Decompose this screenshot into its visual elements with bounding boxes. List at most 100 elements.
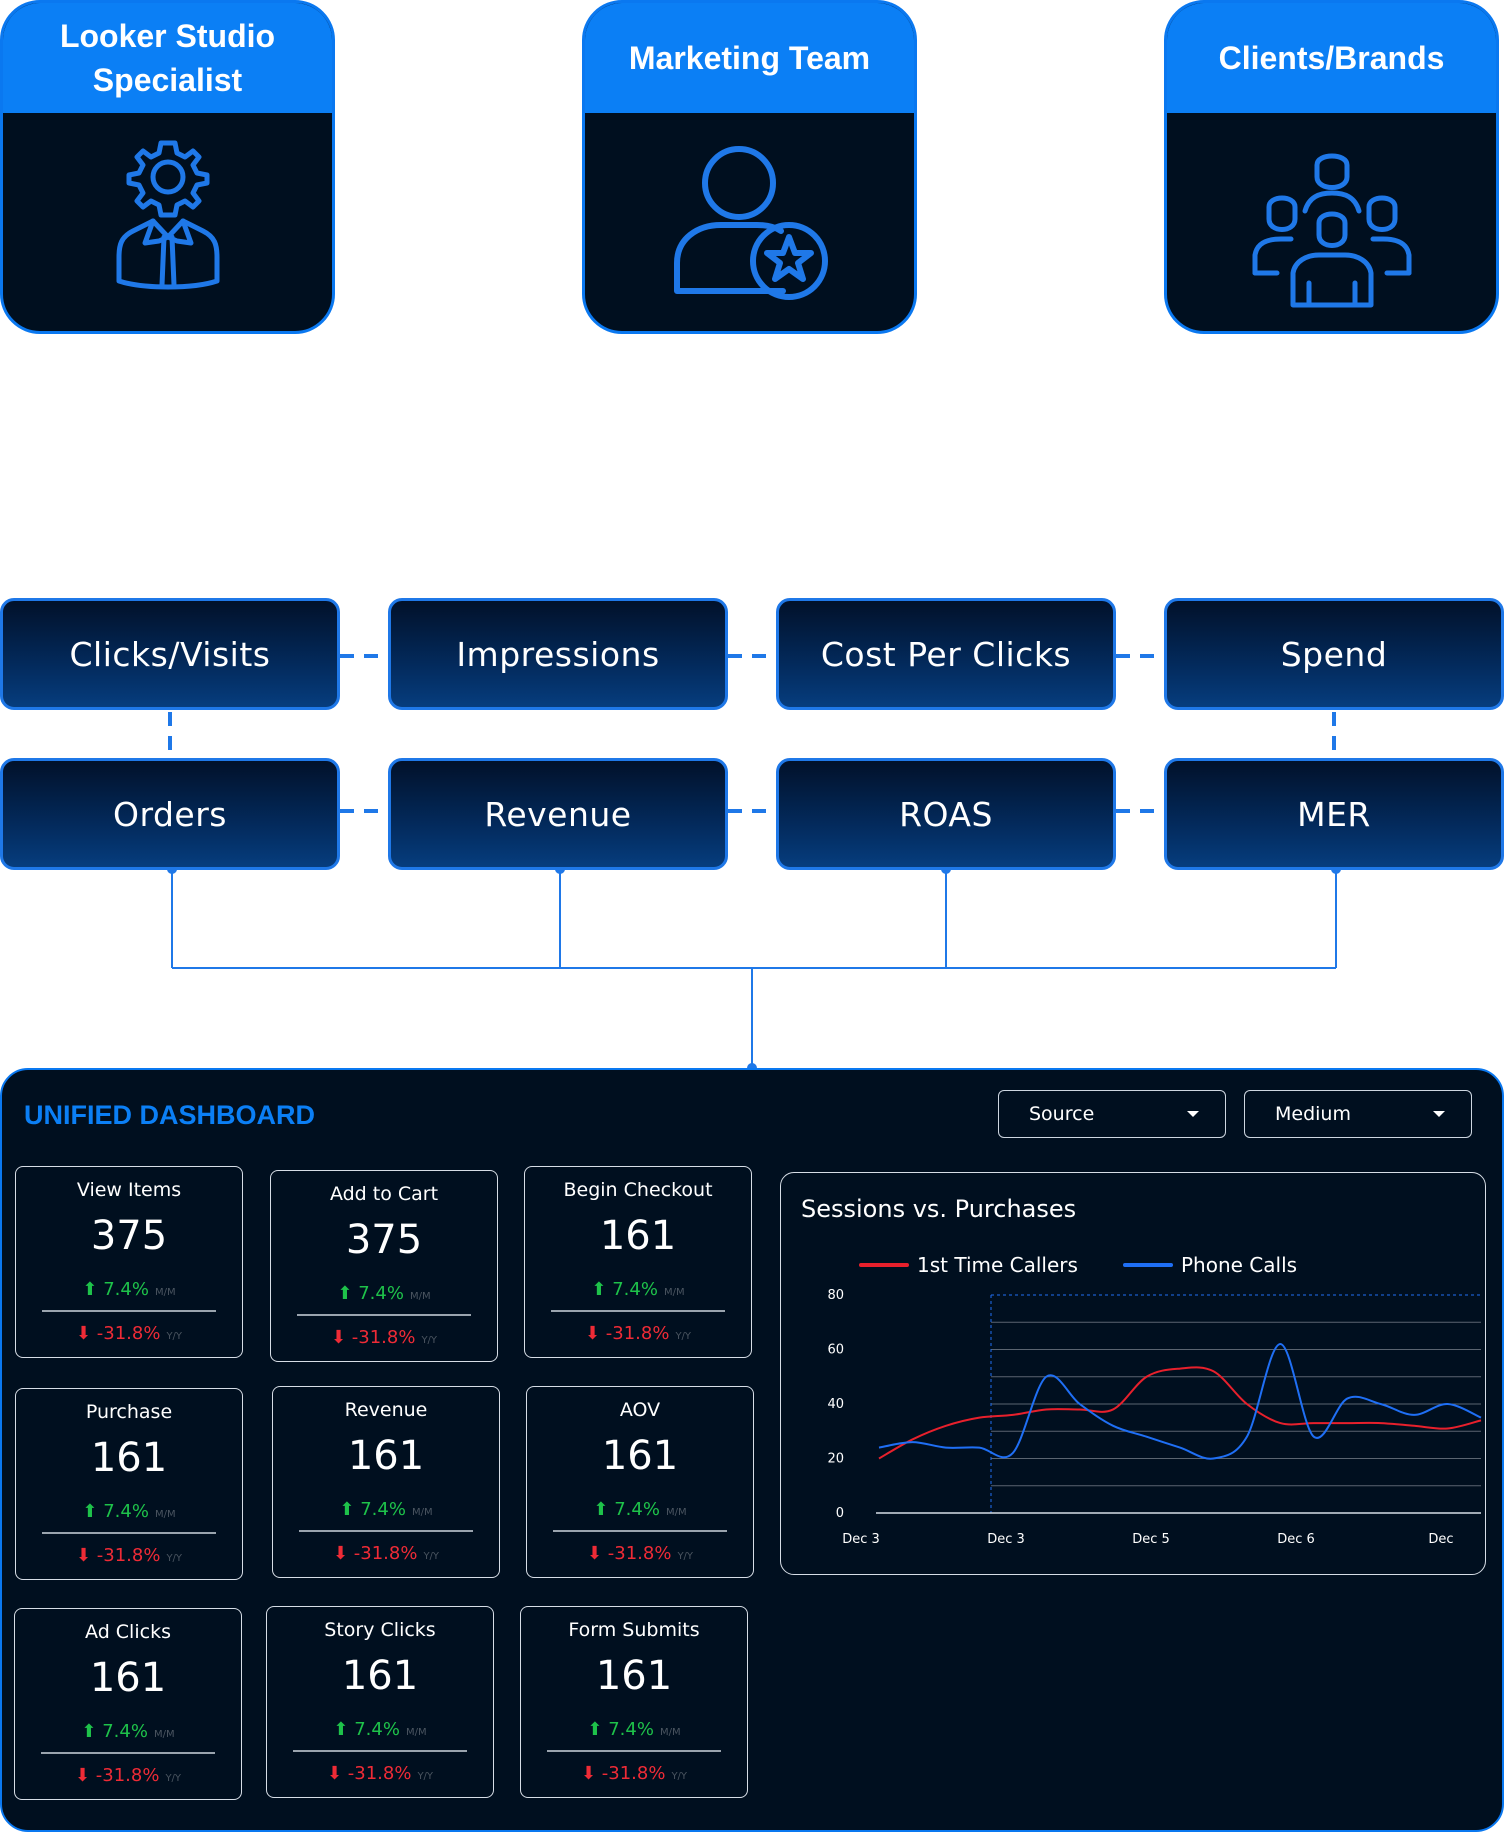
arrow-down-icon: ⬇ xyxy=(75,1323,92,1344)
role-card-specialist: Looker Studio Specialist xyxy=(0,0,335,334)
arrow-down-icon: ⬇ xyxy=(586,1543,603,1564)
user-star-icon xyxy=(585,143,914,303)
kpi-value: 161 xyxy=(90,1435,168,1481)
sessions-chart-card: Sessions vs. Purchases 0 20 40 60 80 Dec 3 Dec… xyxy=(780,1172,1486,1575)
kpi-up-period: M/M xyxy=(153,1729,175,1740)
kpi-card-begin-checkout: Begin Checkout 161 ⬆ 7.4% M/M ⬇ -31.8% Y/Y xyxy=(524,1166,752,1358)
kpi-up-value: 7.4% xyxy=(102,1721,148,1742)
metric-label: Spend xyxy=(1280,634,1388,674)
kpi-change-up: ⬆ 7.4% M/M xyxy=(521,1719,747,1740)
series-line xyxy=(878,1343,1482,1460)
metric-orders: Orders xyxy=(0,758,340,870)
kpi-change-up: ⬆ 7.4% M/M xyxy=(273,1499,499,1520)
kpi-card-add-to-cart: Add to Cart 375 ⬆ 7.4% M/M ⬇ -31.8% Y/Y xyxy=(270,1170,498,1362)
arrow-up-icon: ⬆ xyxy=(82,1501,98,1522)
metric-label: Cost Per Clicks xyxy=(820,634,1072,674)
kpi-value: 375 xyxy=(345,1217,423,1263)
role-card-clients: Clients/Brands xyxy=(1164,0,1499,334)
legend-label: 1st Time Callers xyxy=(917,1253,1078,1277)
arrow-down-icon: ⬇ xyxy=(330,1327,347,1348)
kpi-up-period: M/M xyxy=(154,1287,176,1298)
kpi-down-value: -31.8% xyxy=(96,1323,161,1344)
arrow-up-icon: ⬆ xyxy=(333,1719,349,1740)
kpi-change-down: ⬇ -31.8% Y/Y xyxy=(15,1765,241,1786)
kpi-down-value: -31.8% xyxy=(96,1545,161,1566)
kpi-change-up: ⬆ 7.4% M/M xyxy=(267,1719,493,1740)
kpi-down-period: Y/Y xyxy=(675,1331,692,1342)
y-tick-label: 0 xyxy=(836,1506,844,1521)
y-tick-label: 40 xyxy=(827,1397,844,1412)
kpi-up-period: M/M xyxy=(409,1291,431,1302)
kpi-label: Story Clicks xyxy=(324,1619,436,1641)
kpi-card-form-submits: Form Submits 161 ⬆ 7.4% M/M ⬇ -31.8% Y/Y xyxy=(520,1606,748,1798)
y-tick-label: 80 xyxy=(827,1288,844,1303)
kpi-value: 161 xyxy=(599,1213,677,1259)
arrow-down-icon: ⬇ xyxy=(326,1763,343,1784)
kpi-up-value: 7.4% xyxy=(612,1279,658,1300)
dashboard-title: UNIFIED DASHBOARD xyxy=(24,1100,316,1130)
kpi-divider xyxy=(551,1310,725,1312)
kpi-change-up: ⬆ 7.4% M/M xyxy=(271,1283,497,1304)
x-tick-label: Dec 6 xyxy=(1277,1532,1315,1547)
kpi-up-value: 7.4% xyxy=(103,1501,149,1522)
kpi-divider xyxy=(553,1530,727,1532)
source-dropdown[interactable]: Source xyxy=(998,1090,1226,1138)
chevron-down-icon xyxy=(1187,1111,1199,1117)
kpi-change-down: ⬇ -31.8% Y/Y xyxy=(16,1545,242,1566)
kpi-card-revenue: Revenue 161 ⬆ 7.4% M/M ⬇ -31.8% Y/Y xyxy=(272,1386,500,1578)
arrow-up-icon: ⬆ xyxy=(587,1719,603,1740)
arrow-up-icon: ⬆ xyxy=(82,1279,98,1300)
metric-impressions: Impressions xyxy=(388,598,728,710)
kpi-card-story-clicks: Story Clicks 161 ⬆ 7.4% M/M ⬇ -31.8% Y/Y xyxy=(266,1606,494,1798)
kpi-up-period: M/M xyxy=(665,1507,687,1518)
kpi-change-down: ⬇ -31.8% Y/Y xyxy=(273,1543,499,1564)
arrow-down-icon: ⬇ xyxy=(75,1545,92,1566)
kpi-label: View Items xyxy=(76,1179,182,1201)
kpi-up-value: 7.4% xyxy=(614,1499,660,1520)
kpi-up-value: 7.4% xyxy=(103,1279,149,1300)
kpi-change-up: ⬆ 7.4% M/M xyxy=(15,1721,241,1742)
chevron-down-icon xyxy=(1433,1111,1445,1117)
dropdown-label: Source xyxy=(1029,1103,1095,1125)
kpi-down-period: Y/Y xyxy=(677,1551,694,1562)
metric-label: MER xyxy=(1297,794,1371,834)
kpi-label: Form Submits xyxy=(568,1619,700,1641)
kpi-card-ad-clicks: Ad Clicks 161 ⬆ 7.4% M/M ⬇ -31.8% Y/Y xyxy=(14,1608,242,1800)
series-line xyxy=(878,1366,1482,1460)
arrow-up-icon: ⬆ xyxy=(591,1279,607,1300)
x-tick-label: Dec 5 xyxy=(1132,1532,1170,1547)
kpi-up-period: M/M xyxy=(154,1509,176,1520)
kpi-change-down: ⬇ -31.8% Y/Y xyxy=(525,1323,751,1344)
kpi-value: 161 xyxy=(89,1655,167,1701)
kpi-label: Begin Checkout xyxy=(563,1179,713,1201)
kpi-change-down: ⬇ -31.8% Y/Y xyxy=(527,1543,753,1564)
kpi-up-period: M/M xyxy=(663,1287,685,1298)
kpi-up-value: 7.4% xyxy=(358,1283,404,1304)
kpi-label: Add to Cart xyxy=(329,1183,439,1205)
metric-cost-per-clicks: Cost Per Clicks xyxy=(776,598,1116,710)
role-title: Looker Studio Specialist xyxy=(3,3,332,113)
y-tick-label: 20 xyxy=(827,1452,844,1467)
metric-label: Impressions xyxy=(456,634,660,674)
specialist-gear-icon xyxy=(3,133,332,293)
metric-label: Orders xyxy=(113,794,227,834)
metric-clicks-visits: Clicks/Visits xyxy=(0,598,340,710)
arrow-down-icon: ⬇ xyxy=(332,1543,349,1564)
kpi-label: Ad Clicks xyxy=(85,1621,171,1643)
kpi-up-value: 7.4% xyxy=(608,1719,654,1740)
dropdown-label: Medium xyxy=(1275,1103,1351,1125)
role-title: Marketing Team xyxy=(585,3,914,113)
arrow-down-icon: ⬇ xyxy=(584,1323,601,1344)
medium-dropdown[interactable]: Medium xyxy=(1244,1090,1472,1138)
kpi-divider xyxy=(41,1752,215,1754)
kpi-change-down: ⬇ -31.8% Y/Y xyxy=(521,1763,747,1784)
kpi-value: 161 xyxy=(595,1653,673,1699)
kpi-down-value: -31.8% xyxy=(353,1543,418,1564)
kpi-down-value: -31.8% xyxy=(95,1765,160,1786)
kpi-card-view-items: View Items 375 ⬆ 7.4% M/M ⬇ -31.8% Y/Y xyxy=(15,1166,243,1358)
metric-spend: Spend xyxy=(1164,598,1504,710)
arrow-up-icon: ⬆ xyxy=(337,1283,353,1304)
kpi-down-value: -31.8% xyxy=(605,1323,670,1344)
arrow-up-icon: ⬆ xyxy=(593,1499,609,1520)
kpi-down-period: Y/Y xyxy=(166,1331,183,1342)
